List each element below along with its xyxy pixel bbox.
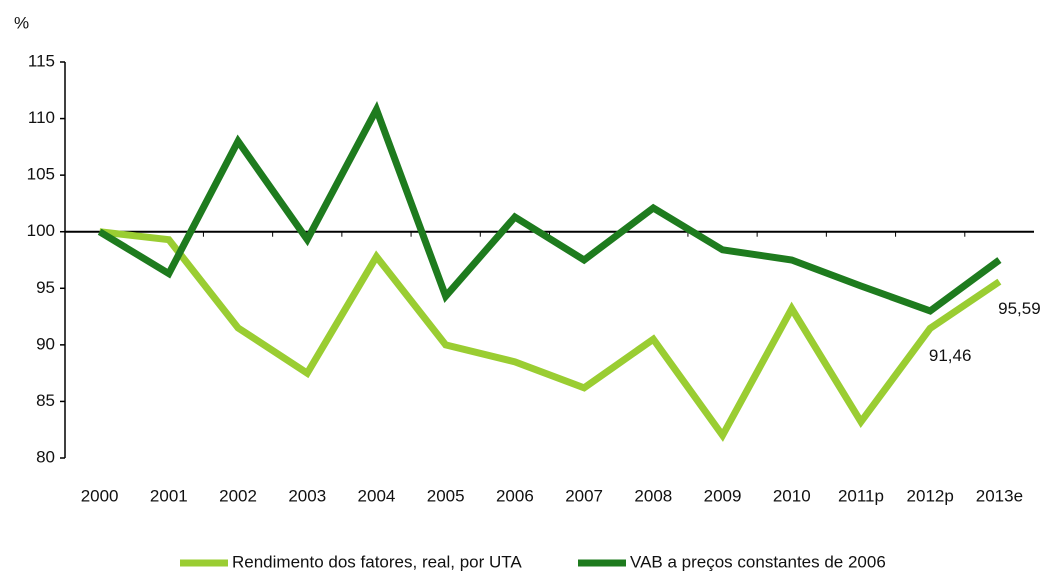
y-tick-label: 100 [27, 221, 55, 240]
x-tick-label: 2001 [150, 486, 188, 505]
data-label: 91,46 [929, 346, 972, 365]
x-tick-label: 2003 [288, 486, 326, 505]
series-line [97, 100, 1002, 315]
x-tick-label: 2013e [976, 486, 1023, 505]
x-tick-label: 2005 [427, 486, 465, 505]
y-tick-label: 105 [27, 165, 55, 184]
y-tick-label: 80 [36, 447, 55, 466]
series-line [99, 228, 1002, 442]
y-tick-label: 95 [36, 278, 55, 297]
y-tick-label: 115 [28, 51, 55, 70]
x-tick-label: 2000 [81, 486, 119, 505]
x-tick-label: 2004 [358, 486, 396, 505]
x-tick-label: 2012p [907, 486, 954, 505]
y-tick-label: 90 [36, 334, 55, 353]
x-tick-label: 2002 [219, 486, 257, 505]
y-axis-unit: % [14, 13, 29, 32]
legend-label: Rendimento dos fatores, real, por UTA [232, 552, 522, 571]
y-tick-label: 110 [28, 108, 55, 127]
x-tick-label: 2009 [704, 486, 742, 505]
x-tick-label: 2007 [565, 486, 603, 505]
x-tick-label: 2008 [634, 486, 672, 505]
legend-label: VAB a preços constantes de 2006 [630, 552, 886, 571]
x-tick-label: 2011p [838, 486, 884, 505]
y-tick-label: 85 [36, 391, 55, 410]
data-label: 95,59 [998, 299, 1041, 318]
x-tick-label: 2006 [496, 486, 534, 505]
x-tick-label: 2010 [773, 486, 811, 505]
